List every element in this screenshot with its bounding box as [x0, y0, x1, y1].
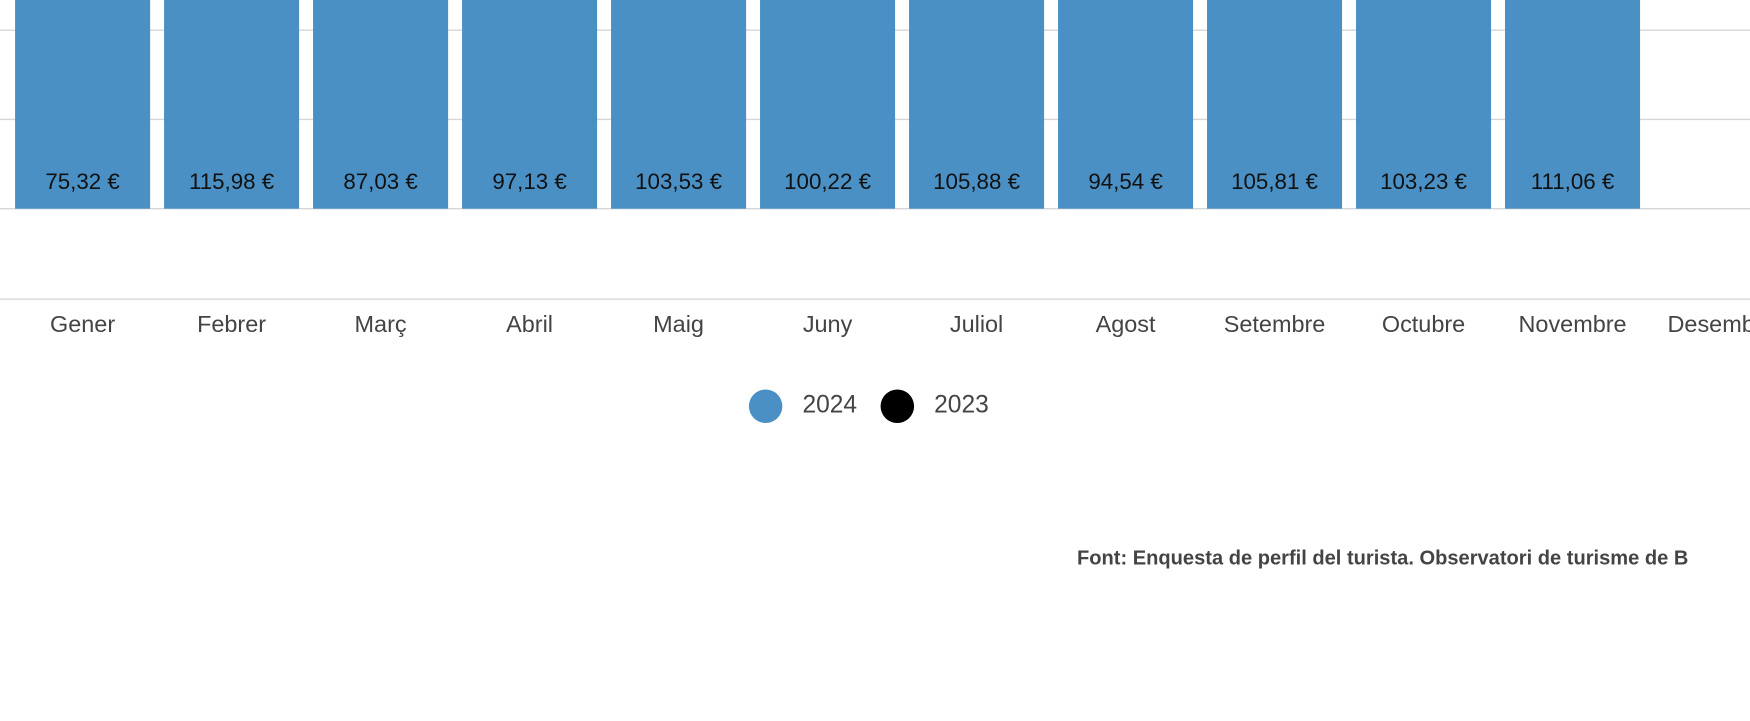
x-tick-label: Octubre — [1382, 311, 1465, 337]
x-tick-label: Febrer — [197, 311, 266, 337]
x-tick-label: Desembre — [1668, 311, 1750, 337]
legend-label: 2024 — [802, 392, 857, 419]
bar — [760, 0, 896, 209]
value-label: 105,81 € — [1231, 169, 1318, 194]
legend-swatch — [880, 389, 915, 423]
x-tick-label: Juny — [803, 311, 853, 337]
value-label: 115,98 € — [189, 169, 275, 194]
value-label: 105,88 € — [933, 169, 1020, 194]
x-tick-label: Novembre — [1519, 311, 1627, 337]
value-label: 103,53 € — [635, 169, 722, 194]
x-tick-label: Setembre — [1224, 311, 1326, 337]
value-label: 100,22 € — [784, 169, 871, 194]
bar — [1356, 0, 1492, 209]
value-label: 75,32 € — [45, 169, 120, 194]
value-label: 97,13 € — [492, 169, 567, 194]
legend-label: 2023 — [934, 392, 989, 419]
bar — [313, 0, 449, 209]
x-tick-label: Gener — [50, 311, 115, 337]
bar — [164, 0, 300, 209]
x-tick-label: Maig — [653, 311, 704, 337]
value-label: 111,06 € — [1531, 169, 1615, 194]
bar — [909, 0, 1045, 209]
x-tick-label: Agost — [1096, 311, 1156, 337]
source: Font: Enquesta de perfil del turista. Ob… — [1077, 547, 1688, 569]
value-label: 103,23 € — [1380, 169, 1467, 194]
x-tick-label: Abril — [506, 311, 553, 337]
bar — [1505, 0, 1641, 209]
bar — [1058, 0, 1194, 209]
x-tick-label: Juliol — [950, 311, 1003, 337]
x-tick-label: Març — [355, 311, 407, 337]
value-label: 94,54 € — [1088, 169, 1163, 194]
value-label: 87,03 € — [343, 169, 418, 194]
bar — [462, 0, 598, 209]
bar — [15, 0, 151, 209]
bar — [611, 0, 747, 209]
bar — [1207, 0, 1343, 209]
legend-swatch — [748, 389, 783, 423]
